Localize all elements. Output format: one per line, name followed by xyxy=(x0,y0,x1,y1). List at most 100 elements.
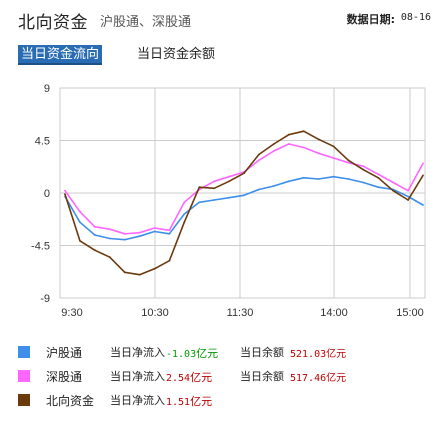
data-point xyxy=(272,185,275,187)
data-point xyxy=(407,199,409,201)
data-point xyxy=(287,133,290,136)
data-point xyxy=(183,213,186,215)
data-point xyxy=(79,210,81,213)
data-point xyxy=(317,152,320,155)
data-point xyxy=(198,186,201,189)
data-point xyxy=(138,273,141,276)
data-point xyxy=(213,187,216,190)
balance-value: 521.03亿元 xyxy=(290,349,347,360)
data-point xyxy=(287,180,290,183)
y-tick-label: 0 xyxy=(44,188,50,200)
data-point xyxy=(422,204,424,206)
net-inflow-label: 当日净流入 xyxy=(110,394,165,407)
page-subtitle: 沪股通、深股通 xyxy=(100,15,192,30)
data-point xyxy=(332,157,335,159)
data-point xyxy=(317,138,320,141)
page-title: 北向资金 xyxy=(18,13,88,33)
data-point xyxy=(317,178,320,180)
data-point xyxy=(213,199,216,201)
data-point xyxy=(347,159,350,162)
data-point xyxy=(93,249,96,252)
data-point xyxy=(123,238,126,241)
net-inflow-value: 1.51亿元 xyxy=(166,395,213,408)
data-point xyxy=(183,221,186,224)
date-label: 数据日期: xyxy=(346,13,395,26)
data-point xyxy=(213,180,216,183)
data-point xyxy=(108,256,111,259)
data-point xyxy=(377,173,380,176)
balance-value: 517.46亿元 xyxy=(290,373,347,384)
balance-label: 当日余额 xyxy=(240,370,284,383)
flow-chart: 9 4.5 0 -4.5 -9 9:30 10:30 11:30 14:00 15:00 xyxy=(31,83,426,319)
data-point xyxy=(332,175,335,178)
data-point xyxy=(347,178,350,180)
data-point xyxy=(64,193,66,196)
data-point xyxy=(153,230,156,233)
data-point xyxy=(64,189,66,192)
x-tick-label: 11:30 xyxy=(227,307,254,319)
data-point xyxy=(168,232,171,235)
tab-daily-balance[interactable]: 当日资金余额 xyxy=(137,47,216,62)
net-inflow-label: 当日净流入 xyxy=(110,370,165,383)
data-point xyxy=(138,231,141,234)
data-point xyxy=(422,162,424,165)
net-inflow-value: -1.03亿元 xyxy=(166,347,219,360)
data-point xyxy=(347,161,350,164)
data-point xyxy=(377,176,380,179)
legend-name: 沪股通 xyxy=(46,346,83,360)
data-point xyxy=(407,195,409,198)
data-point xyxy=(302,130,305,133)
data-point xyxy=(108,228,111,231)
data-point xyxy=(272,143,275,145)
date-value: 08-16 xyxy=(400,12,431,23)
tab-daily-flow[interactable]: 当日资金流向 xyxy=(18,45,103,65)
data-point xyxy=(108,237,111,240)
legend-swatch-north xyxy=(18,394,30,406)
data-point xyxy=(362,168,365,171)
data-point xyxy=(392,189,395,192)
data-point xyxy=(272,150,275,152)
data-point xyxy=(198,201,201,204)
header: 北向资金 沪股通、深股通 数据日期: 08-16 xyxy=(0,0,439,40)
data-point xyxy=(362,181,365,184)
data-point xyxy=(362,165,365,168)
legend-name: 深股通 xyxy=(46,370,83,384)
data-point xyxy=(79,221,81,224)
x-tick-label: 15:00 xyxy=(396,307,424,319)
data-point xyxy=(153,227,156,229)
data-point xyxy=(392,181,395,184)
data-point xyxy=(243,194,245,197)
data-point xyxy=(228,180,231,183)
legend-name: 北向资金 xyxy=(46,394,95,408)
y-tick-label: 9 xyxy=(44,83,50,95)
x-tick-label: 14:00 xyxy=(320,307,348,319)
data-point xyxy=(422,174,424,177)
data-point xyxy=(243,172,245,175)
legend-row-hgt: 沪股通 当日净流入 -1.03亿元 当日余额 521.03亿元 xyxy=(0,340,439,364)
data-point xyxy=(302,146,305,149)
series-line xyxy=(64,175,424,241)
x-tick-label: 10:30 xyxy=(141,307,169,319)
data-point xyxy=(79,239,81,242)
data-point xyxy=(258,153,260,156)
data-point xyxy=(123,232,126,235)
data-point xyxy=(258,188,260,191)
data-point xyxy=(287,143,290,145)
series-line xyxy=(64,130,424,276)
data-point xyxy=(153,267,156,270)
data-point xyxy=(228,175,231,178)
data-point xyxy=(168,229,171,232)
y-tick-label: -4.5 xyxy=(31,241,50,253)
data-point xyxy=(138,235,141,238)
legend-swatch-hgt xyxy=(18,346,30,358)
data-point xyxy=(377,186,380,189)
net-inflow-label: 当日净流入 xyxy=(110,346,165,359)
data-point xyxy=(93,234,96,236)
data-point xyxy=(332,145,335,148)
net-inflow-value: 2.54亿元 xyxy=(166,371,213,384)
data-point xyxy=(168,259,171,262)
data-point xyxy=(302,176,305,179)
data-point xyxy=(183,201,186,204)
y-tick-label: 4.5 xyxy=(35,136,50,148)
x-tick-label: 9:30 xyxy=(61,307,82,319)
